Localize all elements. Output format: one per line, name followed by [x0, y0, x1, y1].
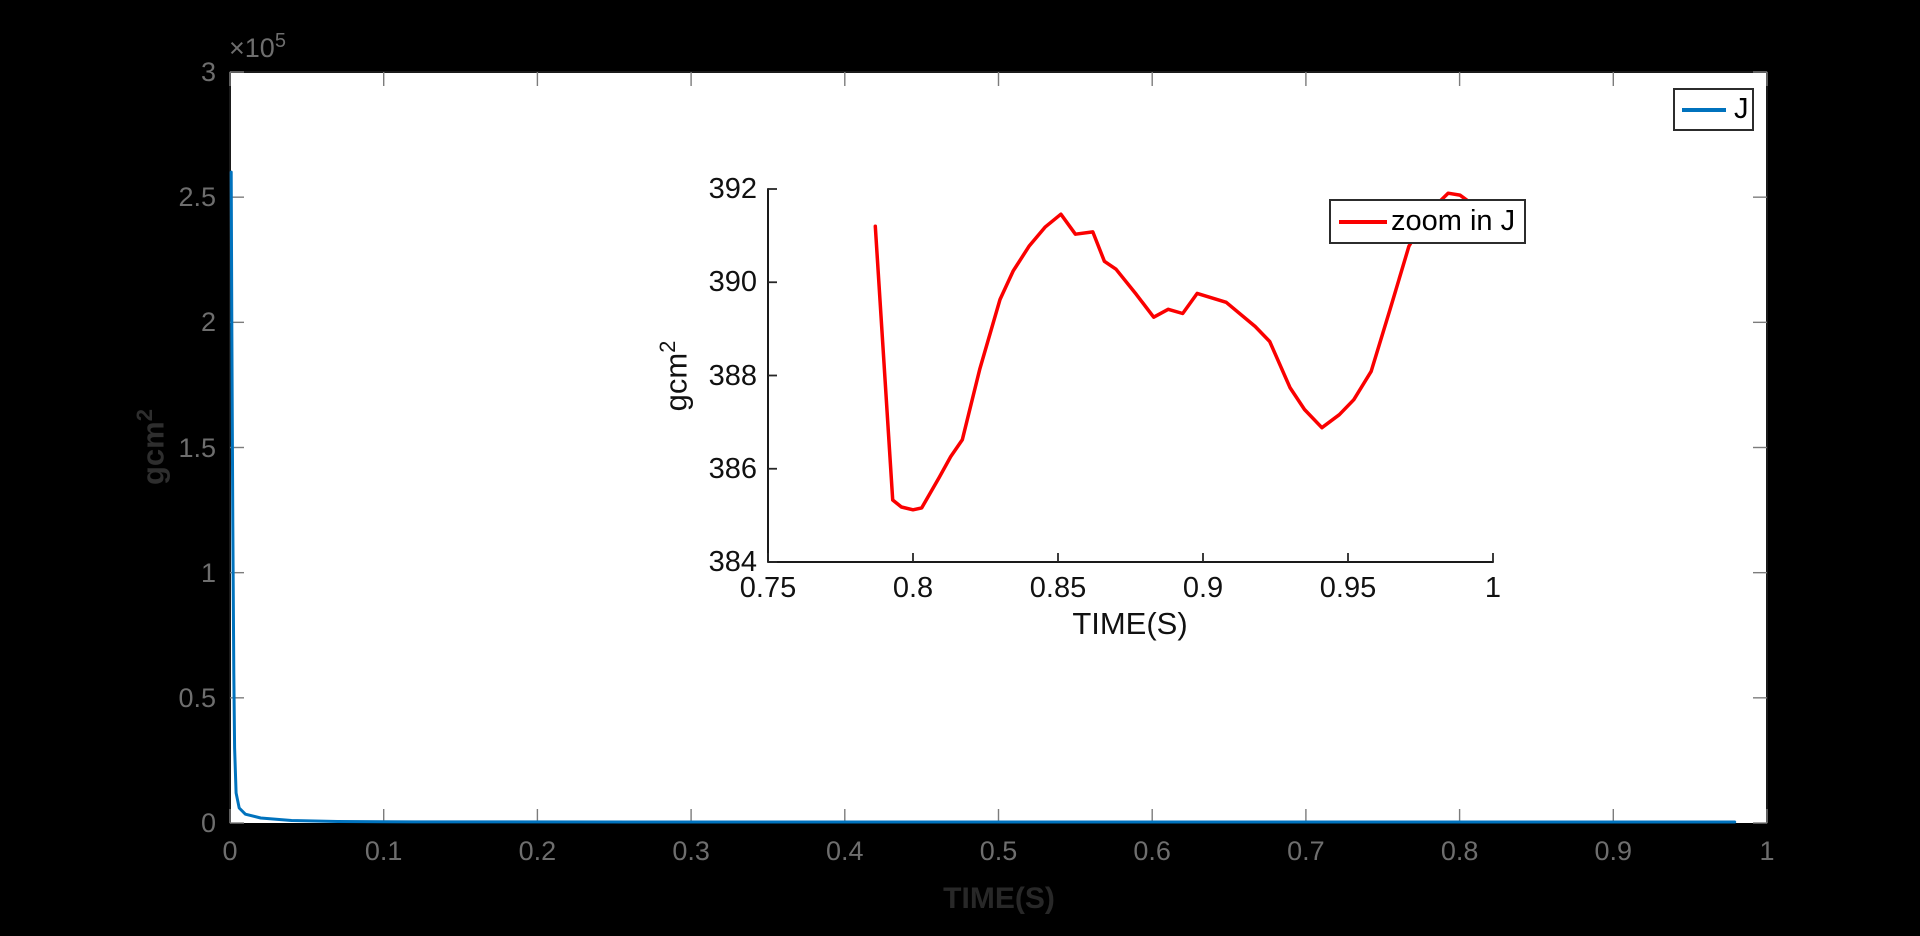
main-x-tick-label: 1 [1759, 836, 1775, 866]
main-x-tick-label: 0.2 [518, 836, 557, 866]
inset-x-tick-label: 0.95 [1319, 572, 1377, 604]
main-x-axis-label: TIME(S) [943, 882, 1055, 915]
inset-x-tick-label: 0.75 [739, 572, 797, 604]
main-x-tick-label: 0.1 [364, 836, 403, 866]
main-y-tick-label: 3 [200, 57, 216, 87]
main-x-tick-label: 0.5 [979, 836, 1018, 866]
inset-y-tick-label: 384 [708, 546, 757, 578]
curve-zoom-in-j [873, 191, 1469, 512]
main-y-tick-label: 1.5 [178, 432, 216, 463]
main-ylabel-sup: 2 [132, 409, 157, 422]
legend-main-label: J [1734, 93, 1749, 125]
inset-x-tick-label: 1 [1484, 572, 1502, 604]
main-y-tick-label: 2.5 [178, 182, 216, 213]
legend-inset: zoom in J [1329, 199, 1526, 244]
main-x-tick-label: 0.7 [1287, 836, 1325, 866]
legend-inset-label: zoom in J [1391, 205, 1516, 237]
inset-x-tick-label: 0.8 [892, 572, 934, 604]
main-plot-area [230, 72, 1767, 823]
main-y-tick-label: 1 [200, 557, 216, 588]
curve-j [229, 170, 1737, 824]
main-x-tick-label: 0.6 [1133, 836, 1171, 866]
inset-x-tick-label: 0.9 [1182, 572, 1224, 604]
legend-main: J [1673, 88, 1754, 131]
legend-line-sample-blue [1682, 107, 1726, 112]
main-x-tick-label: 0 [222, 836, 238, 866]
main-x-tick-label: 0.9 [1594, 836, 1633, 866]
main-x-tick-label: 0.3 [672, 836, 710, 866]
exponent-sup: 5 [274, 30, 286, 52]
exponent-base: ×10 [229, 33, 275, 63]
inset-x-tick-label: 0.85 [1029, 572, 1087, 604]
main-y-tick-label: 0 [200, 808, 216, 838]
main-x-tick-label: 0.8 [1440, 836, 1479, 866]
legend-line-sample-red [1339, 219, 1387, 224]
inset-x-axis-label: TIME(S) [1072, 606, 1188, 641]
inset-ylabel-sup: 2 [655, 340, 680, 353]
main-y-tick-label: 2 [200, 307, 216, 338]
inset-y-tick-label: 390 [708, 266, 757, 299]
inset-y-tick-label: 392 [708, 173, 757, 205]
main-y-tick-label: 0.5 [178, 682, 216, 713]
main-x-tick-label: 0.4 [826, 836, 864, 866]
inset-y-tick-label: 388 [708, 359, 757, 392]
y-axis-exponent: ×105 [229, 30, 286, 64]
inset-y-tick-label: 386 [708, 452, 757, 485]
